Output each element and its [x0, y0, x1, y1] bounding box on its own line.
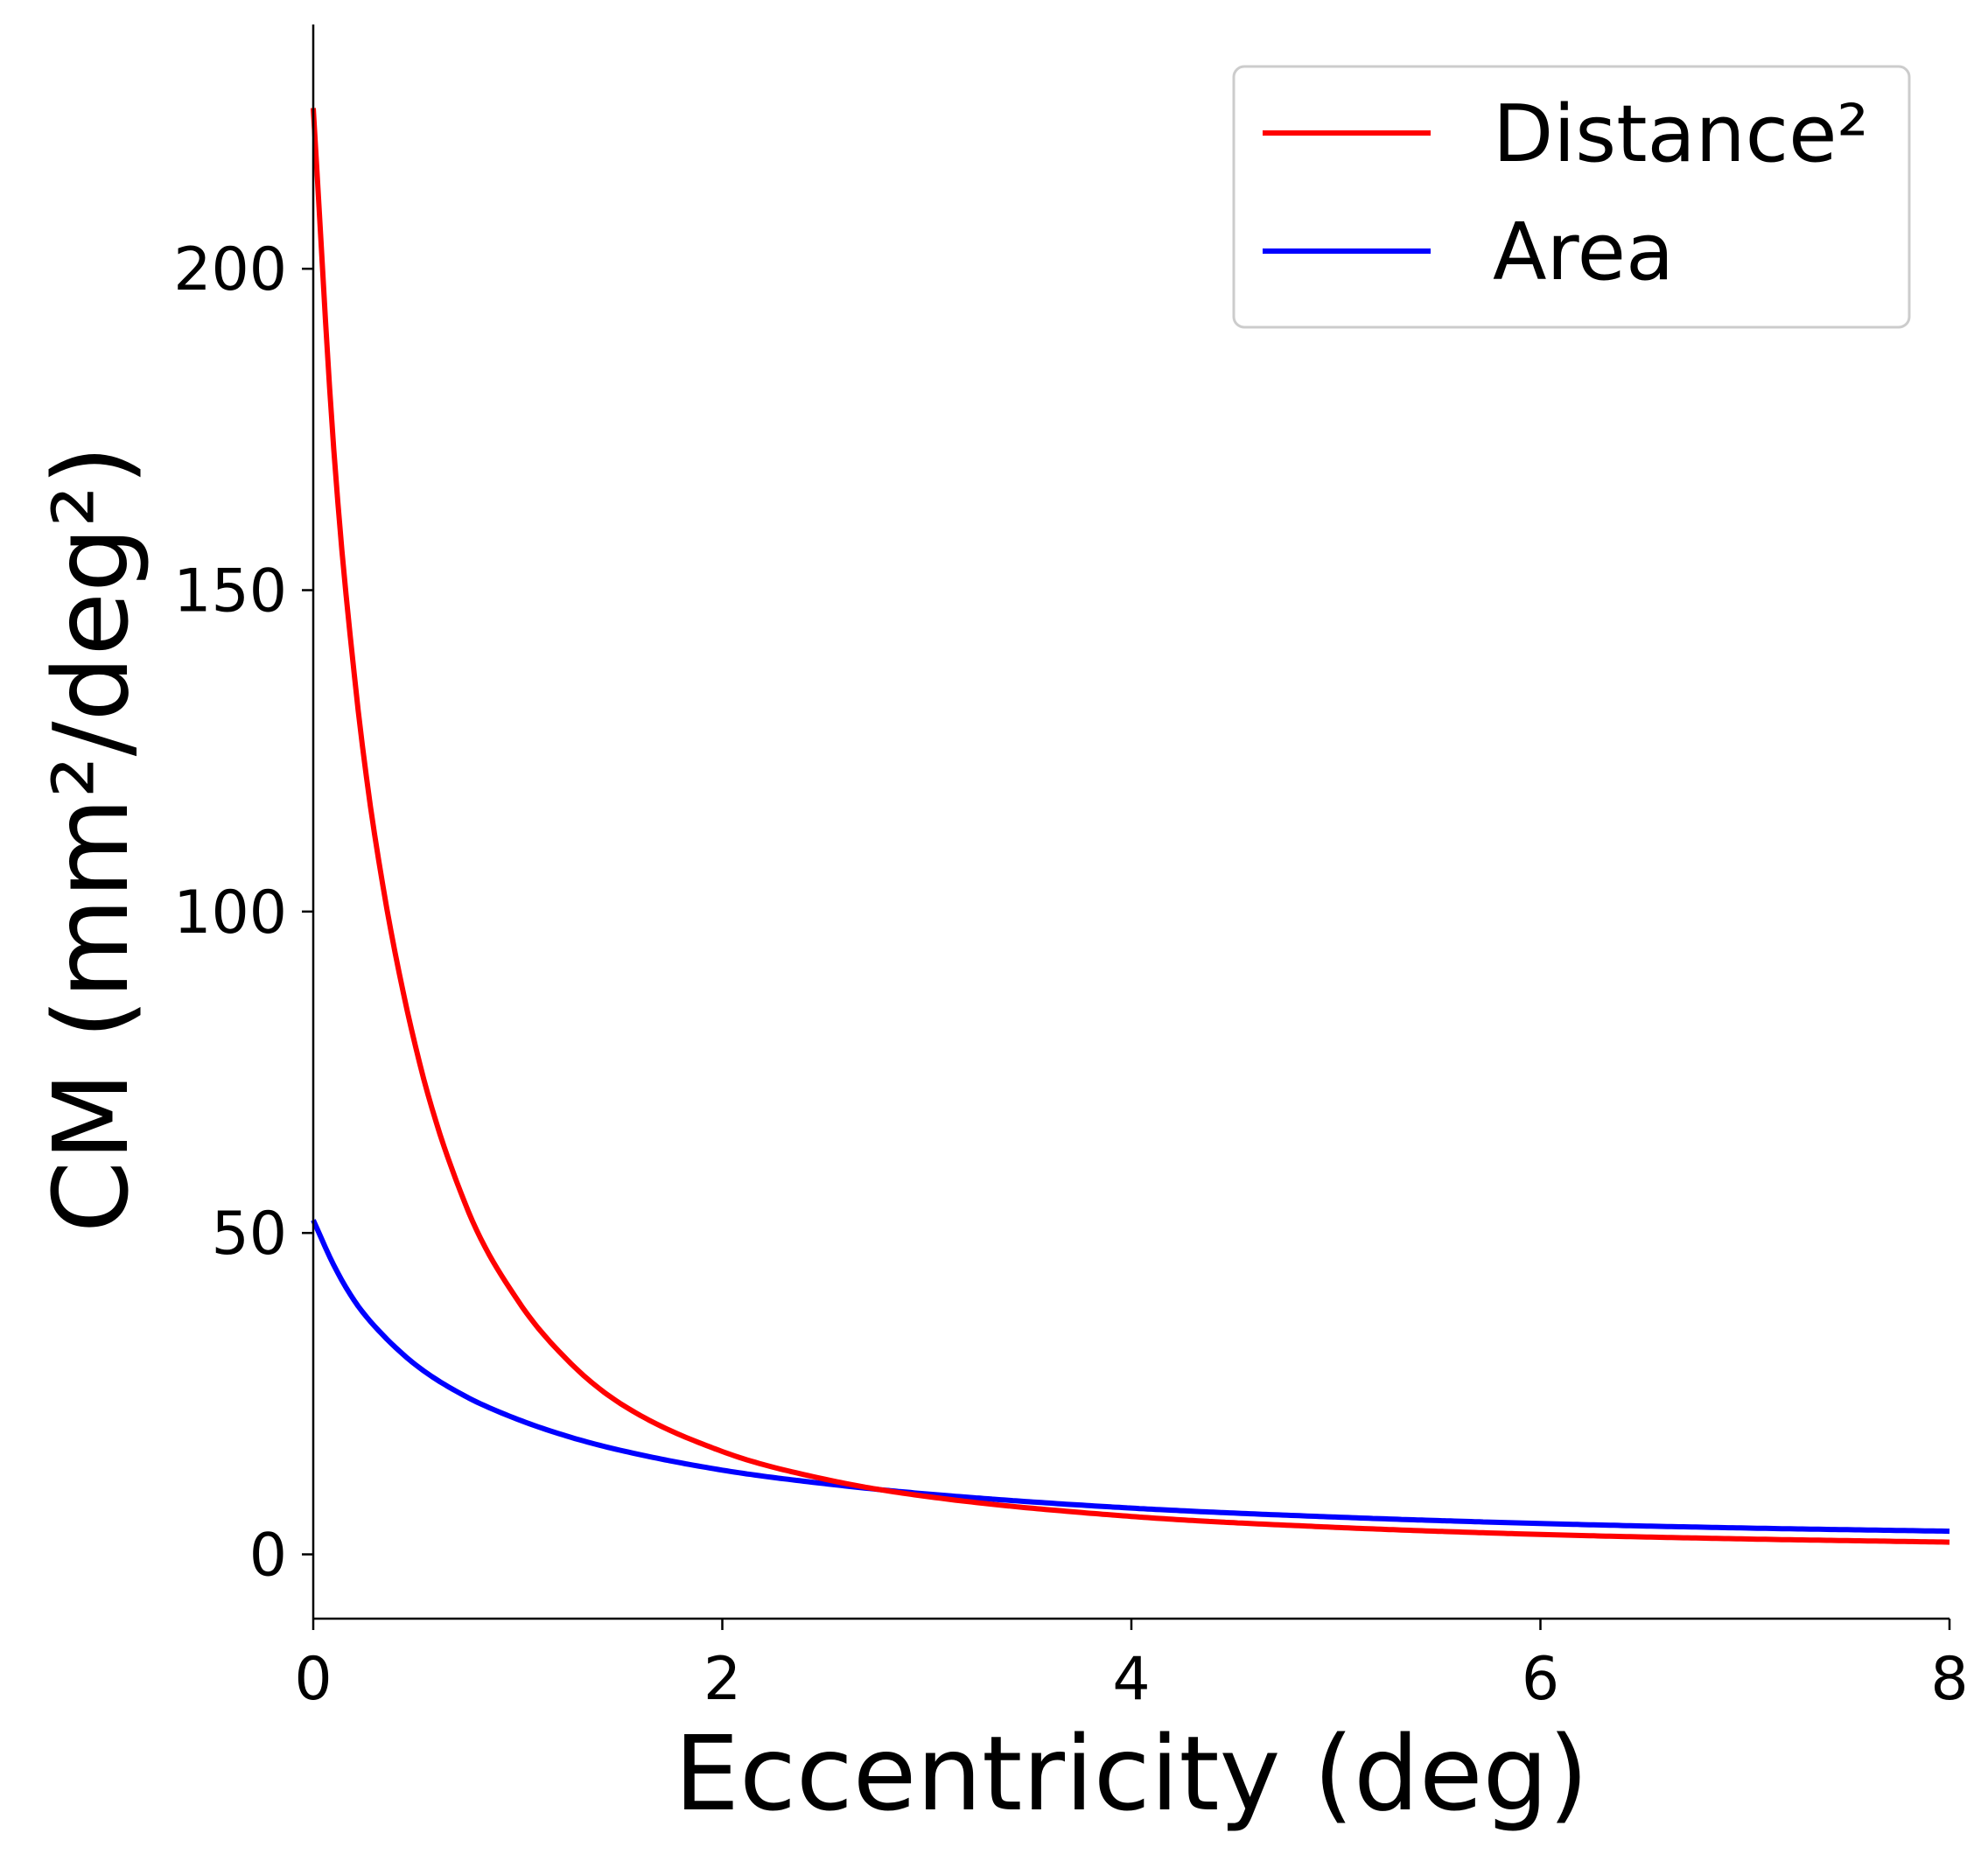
series-line-distance [311, 108, 1950, 1545]
series-line-area [311, 1219, 1950, 1535]
y-tick-label: 100 [173, 878, 287, 948]
x-axis-title: Eccentricity (deg) [674, 1713, 1588, 1834]
x-tick-label: 6 [1522, 1645, 1559, 1714]
x-tick-label: 2 [704, 1645, 741, 1714]
x-tick-label: 8 [1930, 1645, 1968, 1714]
legend-label: Area [1493, 206, 1674, 298]
ticks: 0 2 4 6 8 0 50 100 150 200 [173, 235, 1968, 1714]
y-tick-label: 50 [211, 1200, 287, 1269]
plot-lines [311, 108, 1950, 1545]
x-tick-label: 0 [294, 1645, 332, 1714]
x-tick-label: 4 [1112, 1645, 1150, 1714]
y-tick-label: 150 [173, 557, 287, 626]
y-axis-title: CM (mm²/deg²) [31, 445, 151, 1233]
legend: Distance² Area [1232, 65, 1911, 329]
y-tick-label: 200 [173, 235, 287, 304]
y-tick-label: 0 [249, 1522, 287, 1591]
legend-label: Distance² [1493, 88, 1869, 180]
